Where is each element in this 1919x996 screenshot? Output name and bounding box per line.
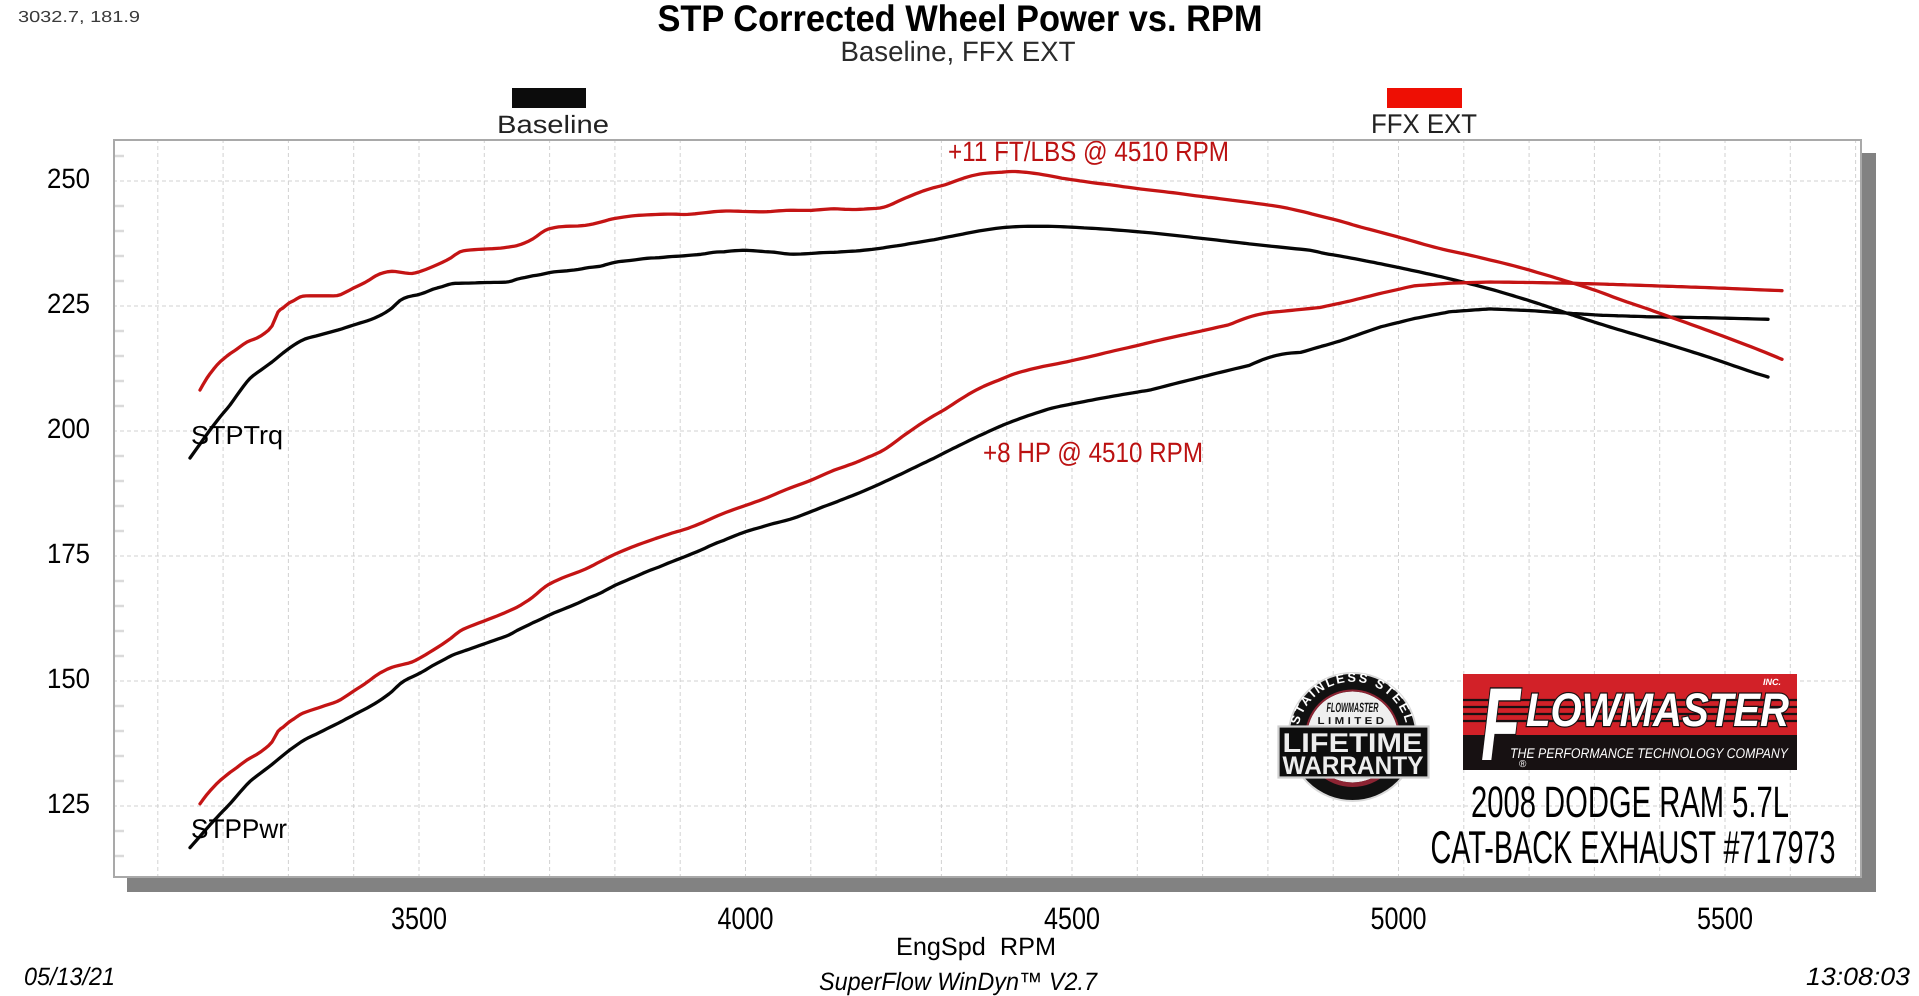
svg-text:STPTrq: STPTrq [191, 420, 283, 450]
svg-text:125: 125 [47, 788, 90, 819]
svg-text:5000: 5000 [1371, 901, 1427, 936]
svg-text:13:08:03: 13:08:03 [1806, 963, 1910, 991]
svg-text:+8 HP @ 4510 RPM: +8 HP @ 4510 RPM [983, 437, 1203, 468]
svg-text:LIMITED: LIMITED [1318, 716, 1388, 727]
svg-text:F: F [1481, 674, 1522, 770]
svg-text:150: 150 [47, 663, 90, 694]
svg-text:250: 250 [47, 163, 90, 194]
svg-text:4000: 4000 [718, 901, 774, 936]
svg-text:SuperFlow WinDyn™ V2.7: SuperFlow WinDyn™ V2.7 [819, 968, 1098, 996]
svg-text:Baseline: Baseline [497, 111, 609, 139]
svg-text:LOWMASTER: LOWMASTER [1526, 683, 1789, 736]
svg-text:2008 DODGE RAM 5.7L: 2008 DODGE RAM 5.7L [1471, 778, 1789, 827]
svg-text:STP Corrected Wheel Power vs.: STP Corrected Wheel Power vs. RPM [658, 0, 1263, 39]
svg-text:THE PERFORMANCE TECHNOLOGY COM: THE PERFORMANCE TECHNOLOGY COMPANY [1510, 745, 1789, 761]
svg-text:FLOWMASTER: FLOWMASTER [1327, 700, 1379, 715]
svg-text:+11 FT/LBS @ 4510 RPM: +11 FT/LBS @ 4510 RPM [948, 136, 1229, 167]
svg-text:05/13/21: 05/13/21 [24, 963, 115, 991]
svg-text:175: 175 [47, 538, 90, 569]
svg-text:Baseline, FFX EXT: Baseline, FFX EXT [841, 36, 1076, 67]
svg-text:5500: 5500 [1697, 901, 1753, 936]
svg-text:WARRANTY: WARRANTY [1283, 752, 1424, 780]
svg-text:CAT-BACK EXHAUST #717973: CAT-BACK EXHAUST #717973 [1431, 821, 1836, 873]
svg-text:STPPwr: STPPwr [191, 814, 287, 844]
svg-text:200: 200 [47, 413, 90, 444]
svg-text:EngSpd RPM: EngSpd RPM [896, 933, 1056, 961]
svg-text:225: 225 [47, 288, 90, 319]
svg-text:INC.: INC. [1763, 677, 1781, 687]
svg-text:LIFETIME: LIFETIME [1283, 728, 1423, 758]
svg-text:3032.7, 181.9: 3032.7, 181.9 [18, 9, 140, 26]
svg-text:FFX EXT: FFX EXT [1371, 109, 1477, 139]
svg-text:3500: 3500 [391, 901, 447, 936]
svg-text:4500: 4500 [1044, 901, 1100, 936]
svg-text:®: ® [1519, 759, 1527, 770]
